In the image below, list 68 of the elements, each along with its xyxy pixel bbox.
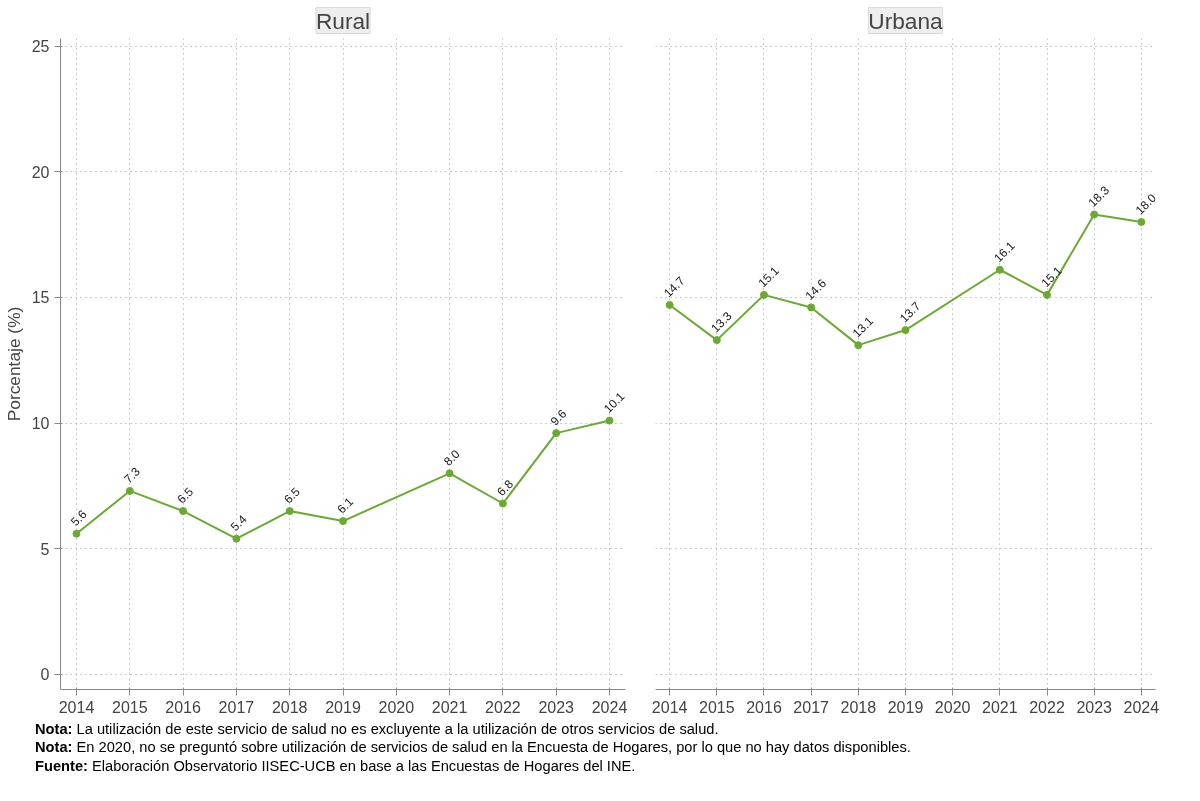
x-tick-label: 2020 [378,698,415,716]
data-label: 5.6 [67,507,90,529]
data-label: 5.4 [227,512,250,534]
x-tick-label: 2017 [793,698,830,716]
point [1043,290,1052,299]
x-tick-label: 2023 [538,698,575,716]
x-tick-label: 2015 [699,698,735,716]
chart-title: Rural [315,7,371,34]
point [1090,210,1099,219]
data-label: 8.0 [441,446,463,469]
point [605,416,614,425]
y-tick-label: 10 [31,415,50,433]
point [339,517,347,526]
data-label: 9.6 [547,406,570,429]
x-tick-label: 2020 [934,698,971,716]
data-label: 6.5 [281,484,304,507]
x-tick-label: 2022 [1029,698,1065,716]
point [179,507,188,516]
chart-title: Urbana [868,7,944,34]
x-tick-label: 2024 [1123,698,1160,716]
x-tick-label: 2014 [58,698,95,716]
data-label: 6.8 [494,476,517,499]
x-tick-label: 2021 [982,698,1018,716]
y-tick-label: 0 [40,666,50,684]
source-note: Fuente: Elaboración Observatorio IISEC-UCB en base a las Encuestas de Hogares del INE. [35,757,636,774]
x-tick-label: 2019 [325,698,361,716]
x-tick-label: 2021 [431,698,468,716]
point [995,265,1004,274]
x-tick-label: 2018 [271,698,308,716]
x-tick-label: 2016 [746,698,782,716]
point [498,499,507,508]
data-label: 16.1 [991,238,1018,266]
point [807,303,816,312]
point [125,486,134,495]
y-axis-title: Porcentaje (%) [3,306,24,422]
x-tick-label: 2023 [1076,698,1113,716]
point [445,469,454,478]
point [665,300,674,309]
point [759,290,768,299]
point [712,336,721,345]
data-label: 6.1 [334,494,357,517]
point [901,326,910,335]
point [854,341,863,350]
y-tick-label: 20 [31,163,50,181]
point [552,429,561,438]
point [1137,217,1146,226]
y-tick-label: 25 [31,38,50,56]
point [72,529,81,538]
data-label: 6.5 [174,484,197,507]
x-tick-label: 2024 [591,698,628,716]
y-tick-label: 5 [40,540,50,558]
y-tick-label: 15 [31,289,50,307]
x-tick-label: 2015 [112,698,148,716]
data-label: 7.3 [121,464,144,487]
data-label: 15.1 [1038,263,1066,291]
point [232,534,241,543]
data-label: 13.1 [849,313,877,341]
data-label: 10.1 [600,389,628,416]
x-tick-label: 2018 [840,698,877,716]
x-tick-label: 2017 [218,698,255,716]
x-tick-label: 2022 [485,698,521,716]
x-tick-label: 2014 [651,698,688,716]
text: Nota: En 2020, no se preguntó sobre utilización de servicios de salud en la Encuesta de Hogares, por lo que no hay datos disponibles. [35,739,911,756]
text: Nota: La utilización de este servicio de salud no es excluyente a la utilización de otros servicios de salud. [35,721,719,737]
x-tick-label: 2016 [165,698,201,716]
point [285,507,294,516]
data-label: 15.1 [755,263,783,291]
x-tick-label: 2019 [887,698,924,716]
